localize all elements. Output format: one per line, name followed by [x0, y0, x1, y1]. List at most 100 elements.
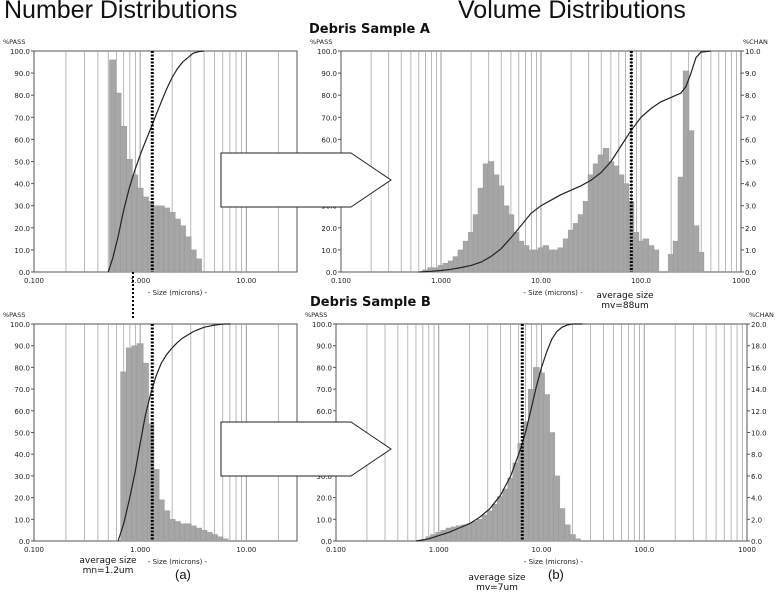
y-right-tick-label: 1.0 — [745, 247, 756, 255]
heading-volume-distributions: Volume Distributions — [458, 0, 686, 24]
y-right-tick-label: 6.0 — [745, 136, 756, 144]
y-tick-label: 70.0 — [321, 114, 337, 122]
y-tick-label: 60.0 — [14, 408, 30, 416]
y-tick-label: 80.0 — [14, 92, 30, 100]
y-right-tick-label: 0.0 — [745, 269, 756, 277]
y-tick-label: 20.0 — [321, 225, 337, 233]
data-bar — [195, 258, 202, 273]
annotation-a-volume-line1: average size — [596, 291, 654, 301]
cumulative-curve — [107, 50, 205, 273]
x-tick-label: 100.0 — [631, 277, 651, 285]
x-tick-label: 100.0 — [634, 546, 654, 554]
cumulative-curve — [418, 50, 712, 273]
y-right-tick-label: 9.0 — [745, 70, 756, 78]
label-debris-sample-a: Debris Sample A — [309, 22, 430, 37]
x-axis-label: - Size (microns) - — [524, 558, 584, 566]
annotation-b-number-average: average size mn=1.2um — [73, 556, 143, 576]
x-tick-label: 10.00 — [236, 277, 256, 285]
y-tick-label: 80.0 — [321, 92, 337, 100]
y-right-tick-label: 5.0 — [745, 159, 756, 167]
y-axis-label: %PASS — [305, 311, 327, 319]
annotation-b-volume-line2: mv=7um — [476, 583, 518, 593]
y-right-tick-label: 18.0 — [751, 343, 767, 351]
heading-number-distributions: Number Distributions — [4, 0, 238, 24]
y-tick-label: 10.0 — [14, 247, 30, 255]
annotation-b-volume-line1: average size — [468, 573, 526, 583]
data-bar — [697, 251, 705, 273]
y-right-tick-label: 6.0 — [751, 473, 762, 481]
y-right-tick-label: 10.0 — [745, 48, 761, 56]
y-tick-label: 60.0 — [321, 136, 337, 144]
y-tick-label: 60.0 — [14, 136, 30, 144]
x-tick-label: 1.000 — [431, 277, 451, 285]
y-tick-label: 80.0 — [316, 364, 332, 372]
y-tick-label: 30.0 — [14, 473, 30, 481]
annotation-b-volume-average: average size mv=7um — [462, 573, 532, 593]
x-tick-label: 1.000 — [130, 277, 150, 285]
y-tick-label: 20.0 — [14, 495, 30, 503]
data-bar — [563, 524, 571, 542]
y-tick-label: 10.0 — [321, 247, 337, 255]
annotation-a-volume-average: average size mv=88um — [590, 291, 660, 311]
y-right-tick-label: 4.0 — [751, 495, 762, 503]
y-tick-label: 70.0 — [14, 386, 30, 394]
arrow-b-icon — [220, 421, 392, 477]
y-right-axis-label: %CHAN — [743, 38, 768, 46]
arrow-a-icon — [220, 152, 392, 208]
annotation-b-number-line2: mn=1.2um — [82, 566, 134, 576]
y-tick-label: 90.0 — [14, 70, 30, 78]
y-tick-label: 90.0 — [14, 343, 30, 351]
y-axis-label: %PASS — [3, 311, 25, 319]
y-right-tick-label: 2.0 — [751, 516, 762, 524]
y-tick-label: 30.0 — [14, 203, 30, 211]
y-tick-label: 30.0 — [316, 473, 332, 481]
y-tick-label: 10.0 — [316, 516, 332, 524]
y-tick-label: 80.0 — [14, 364, 30, 372]
data-bar — [569, 534, 576, 542]
y-right-axis-label: %CHAN — [749, 311, 774, 319]
y-tick-label: 50.0 — [14, 430, 30, 438]
y-tick-label: 70.0 — [316, 386, 332, 394]
x-tick-label: 0.100 — [24, 546, 44, 554]
annotation-b-number-line1: average size — [79, 556, 137, 566]
x-tick-label: 1000 — [738, 546, 756, 554]
x-axis-label: - Size (microns) - — [148, 558, 208, 566]
y-tick-label: 100.0 — [10, 321, 30, 329]
y-right-tick-label: 16.0 — [751, 364, 767, 372]
x-tick-label: 10.00 — [531, 277, 551, 285]
y-tick-label: 40.0 — [14, 451, 30, 459]
y-right-tick-label: 12.0 — [751, 408, 767, 416]
chart-b-volume-distribution: 0.010.020.030.040.050.060.070.080.090.01… — [305, 311, 774, 566]
chart-a-volume-distribution: 0.010.020.030.040.050.060.070.080.090.01… — [310, 38, 768, 297]
y-right-tick-label: 3.0 — [745, 203, 756, 211]
y-tick-label: 90.0 — [321, 70, 337, 78]
y-right-tick-label: 8.0 — [745, 92, 756, 100]
x-tick-label: 0.100 — [331, 277, 351, 285]
y-right-tick-label: 7.0 — [745, 114, 756, 122]
y-axis-label: %PASS — [310, 38, 332, 46]
y-tick-label: 0.0 — [19, 538, 30, 546]
x-axis-label: - Size (microns) - — [523, 289, 583, 297]
y-tick-label: 0.0 — [321, 538, 332, 546]
data-bar — [692, 225, 700, 273]
y-tick-label: 60.0 — [316, 408, 332, 416]
data-bar — [687, 130, 695, 273]
y-tick-label: 0.0 — [19, 269, 30, 277]
y-tick-label: 100.0 — [317, 48, 337, 56]
panel-label-b: (b) — [548, 567, 564, 582]
cumulative-curve — [415, 323, 583, 542]
y-tick-label: 0.0 — [326, 269, 337, 277]
annotation-a-volume-line2: mv=88um — [601, 301, 649, 311]
panel-label-a: (a) — [175, 567, 191, 582]
y-tick-label: 40.0 — [14, 181, 30, 189]
x-tick-label: 10.00 — [531, 546, 551, 554]
label-debris-sample-b: Debris Sample B — [310, 295, 431, 310]
x-tick-label: 1000 — [732, 277, 750, 285]
y-tick-label: 50.0 — [14, 159, 30, 167]
y-right-tick-label: 20.0 — [751, 321, 767, 329]
y-axis-label: %PASS — [3, 38, 25, 46]
y-right-tick-label: 8.0 — [751, 451, 762, 459]
